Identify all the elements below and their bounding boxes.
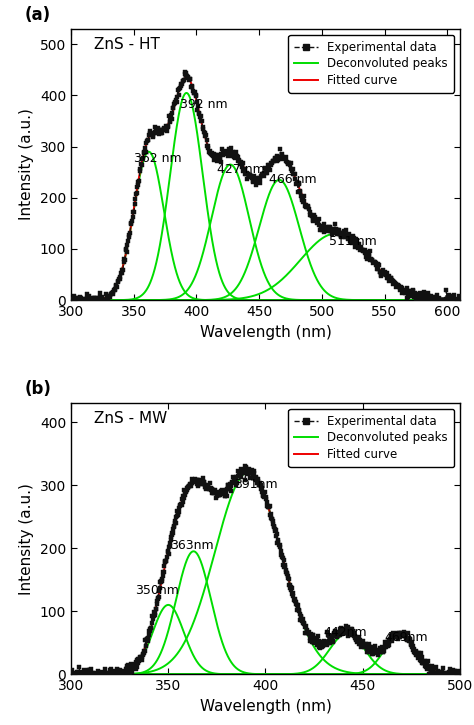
Text: 511 nm: 511 nm xyxy=(329,235,377,248)
Text: ZnS - MW: ZnS - MW xyxy=(94,411,168,426)
Text: 391nm: 391nm xyxy=(234,478,278,492)
Text: 466 nm: 466 nm xyxy=(269,173,317,186)
Legend: Experimental data, Deconvoluted peaks, Fitted curve: Experimental data, Deconvoluted peaks, F… xyxy=(288,409,454,467)
Text: (a): (a) xyxy=(25,6,51,24)
X-axis label: Wavelength (nm): Wavelength (nm) xyxy=(200,699,331,713)
Text: (b): (b) xyxy=(25,380,51,398)
Y-axis label: Intensity (a.u.): Intensity (a.u.) xyxy=(19,109,34,220)
Legend: Experimental data, Deconvoluted peaks, Fitted curve: Experimental data, Deconvoluted peaks, F… xyxy=(288,35,454,93)
Text: 427 nm: 427 nm xyxy=(217,163,264,176)
Text: 442nm: 442nm xyxy=(324,626,367,639)
Text: 363nm: 363nm xyxy=(170,539,214,552)
Text: ZnS - HT: ZnS - HT xyxy=(94,37,160,52)
Y-axis label: Intensity (a.u.): Intensity (a.u.) xyxy=(19,483,34,594)
X-axis label: Wavelength (nm): Wavelength (nm) xyxy=(200,325,331,339)
Text: 362 nm: 362 nm xyxy=(134,152,182,165)
Text: 350nm: 350nm xyxy=(135,584,179,597)
Text: 469nm: 469nm xyxy=(384,631,428,645)
Text: 392 nm: 392 nm xyxy=(180,99,228,112)
